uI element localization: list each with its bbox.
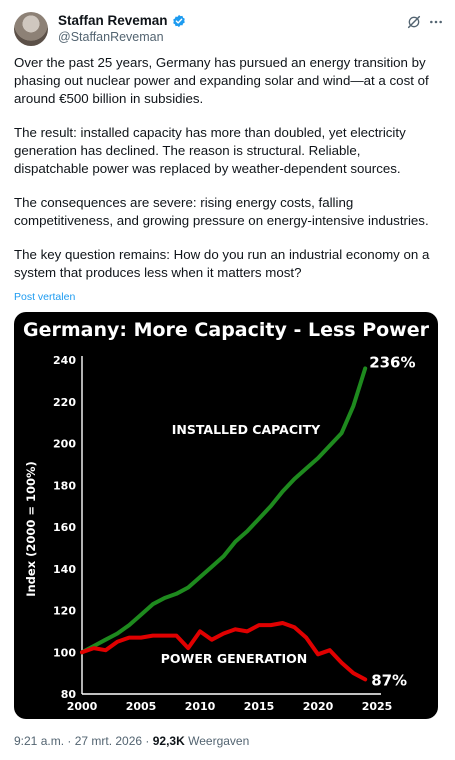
meta-separator: · (142, 734, 153, 748)
x-tick-label: 2025 (362, 700, 393, 713)
translate-post-link[interactable]: Post vertalen (14, 291, 76, 303)
author-name[interactable]: Staffan Reveman (58, 13, 168, 28)
post-date[interactable]: 27 mrt. 2026 (74, 734, 143, 748)
author-handle[interactable]: @StaffanReveman (58, 30, 164, 44)
y-tick-label: 180 (53, 479, 76, 492)
tweet-paragraph: Over the past 25 years, Germany has purs… (14, 55, 429, 106)
chart-title: Germany: More Capacity - Less Power (23, 319, 430, 341)
avatar[interactable] (14, 12, 48, 46)
y-tick-label: 140 (53, 563, 76, 576)
chart-axes (81, 356, 381, 695)
grok-icon[interactable] (406, 14, 422, 30)
x-tick-label: 2015 (244, 700, 275, 713)
tweet-text: Over the past 25 years, Germany has purs… (14, 54, 434, 282)
verified-badge-icon (172, 14, 185, 27)
views-count: 92,3K (152, 734, 185, 748)
y-tick-label: 120 (53, 605, 76, 618)
line-chart: Germany: More Capacity - Less Power Inde… (23, 319, 430, 713)
series-label-installed-capacity: INSTALLED CAPACITY (172, 422, 321, 437)
power-generation-line (80, 621, 368, 682)
installed-capacity-line (80, 366, 368, 655)
x-tick-label: 2000 (67, 700, 98, 713)
chart-series: 236% 87% (80, 353, 416, 689)
meta-separator: · (64, 734, 75, 748)
tweet-paragraph: The result: installed capacity has more … (14, 125, 406, 176)
series-label-power-generation: POWER GENERATION (161, 651, 307, 666)
y-axis-label: Index (2000 = 100%) (24, 461, 38, 597)
y-tick-label: 240 (53, 354, 76, 367)
more-options-icon[interactable] (428, 14, 444, 30)
post-time[interactable]: 9:21 a.m. (14, 734, 65, 748)
x-tick-label: 2010 (185, 700, 216, 713)
x-tick-labels: 2000 2005 2010 2015 2020 2025 (67, 700, 393, 713)
end-value-label: 87% (371, 671, 407, 689)
y-tick-label: 100 (53, 646, 76, 659)
chart-image[interactable]: Germany: More Capacity - Less Power Inde… (14, 312, 438, 719)
tweet-paragraph: The key question remains: How do you run… (14, 247, 430, 280)
tweet-paragraph: The consequences are severe: rising ener… (14, 195, 429, 228)
post-meta: 9:21 a.m. · 27 mrt. 2026 · 92,3K Weergav… (14, 734, 249, 748)
author-name-row: Staffan Reveman (58, 13, 186, 28)
x-tick-label: 2005 (126, 700, 157, 713)
x-tick-label: 2020 (303, 700, 334, 713)
post-header: Staffan Reveman @StaffanReveman (14, 12, 444, 46)
end-value-label: 236% (369, 353, 415, 371)
y-tick-label: 80 (61, 688, 77, 701)
y-tick-label: 200 (53, 438, 76, 451)
y-tick-label: 160 (53, 521, 76, 534)
y-tick-labels: 80 100 120 140 160 180 200 220 240 (53, 354, 76, 701)
views-label: Weergaven (184, 734, 250, 748)
y-tick-label: 220 (53, 396, 76, 409)
